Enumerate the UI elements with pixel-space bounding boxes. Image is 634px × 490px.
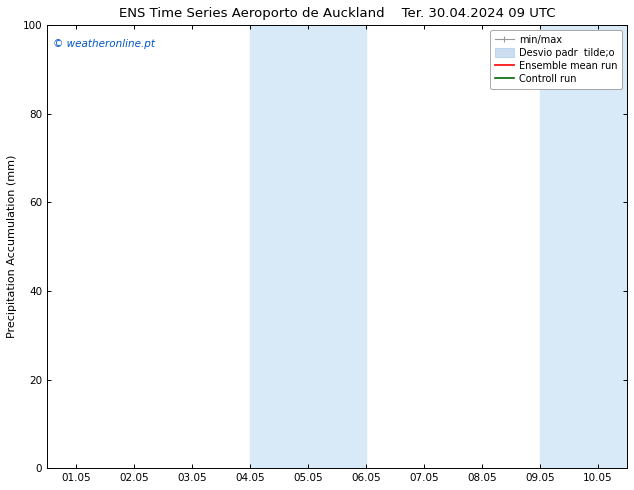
Bar: [540, 25, 627, 468]
Legend: min/max, Desvio padr  tilde;o, Ensemble mean run, Controll run: min/max, Desvio padr tilde;o, Ensemble m…: [489, 30, 622, 89]
Text: © weatheronline.pt: © weatheronline.pt: [53, 39, 155, 49]
Bar: [250, 25, 366, 468]
Title: ENS Time Series Aeroporto de Auckland    Ter. 30.04.2024 09 UTC: ENS Time Series Aeroporto de Auckland Te…: [119, 7, 555, 20]
Y-axis label: Precipitation Accumulation (mm): Precipitation Accumulation (mm): [7, 155, 17, 339]
